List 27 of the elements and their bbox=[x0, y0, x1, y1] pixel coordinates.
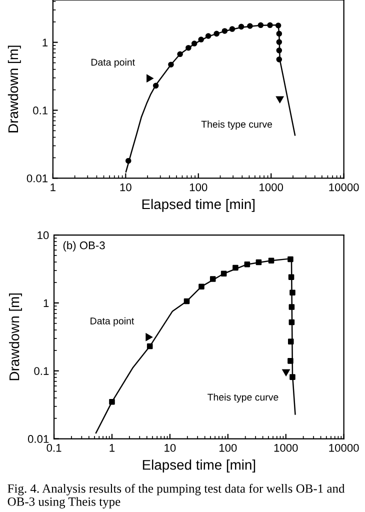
x-tick-label: 10 bbox=[120, 183, 132, 192]
y-tick-label: 0.01 bbox=[26, 174, 48, 182]
x-tick-label: 10 bbox=[164, 444, 176, 452]
y-tick-label: 10 bbox=[38, 231, 49, 240]
annotation: Theis type curve bbox=[208, 393, 278, 403]
x-tick-label: 1 bbox=[50, 183, 56, 192]
x-tick-label: 1 bbox=[110, 444, 115, 452]
y-tick-label: 0.1 bbox=[33, 106, 48, 114]
x-tick-label: 1000 bbox=[274, 444, 298, 452]
y-tick-label: 0.01 bbox=[28, 435, 49, 443]
x-tick-label: 10000 bbox=[329, 183, 359, 192]
x-axis-title: Elapsed time [min] bbox=[142, 460, 256, 473]
annotation: (b) OB-3 bbox=[63, 241, 105, 252]
y-tick-label: 1 bbox=[44, 299, 49, 307]
annotation: Data point bbox=[90, 317, 134, 326]
x-axis-title: Elapsed time [min] bbox=[142, 198, 255, 212]
x-tick-label: 100 bbox=[219, 444, 237, 452]
annotation: Data point bbox=[91, 58, 135, 68]
caption: Fig. 4. Analysis results of the pumping test data for wells OB-1 and OB-3 using Theis type bbox=[8, 484, 345, 508]
annotation: Theis type curve bbox=[201, 120, 272, 130]
y-axis-title: Drawdown [m] bbox=[9, 294, 22, 380]
y-axis-title: Drawdown [m] bbox=[8, 46, 21, 132]
x-tick-label: 1000 bbox=[260, 183, 284, 192]
x-tick-label: 10000 bbox=[329, 444, 359, 452]
x-tick-label: 100 bbox=[190, 183, 208, 192]
y-tick-label: 0.1 bbox=[34, 367, 49, 375]
y-tick-label: 1 bbox=[42, 38, 48, 46]
